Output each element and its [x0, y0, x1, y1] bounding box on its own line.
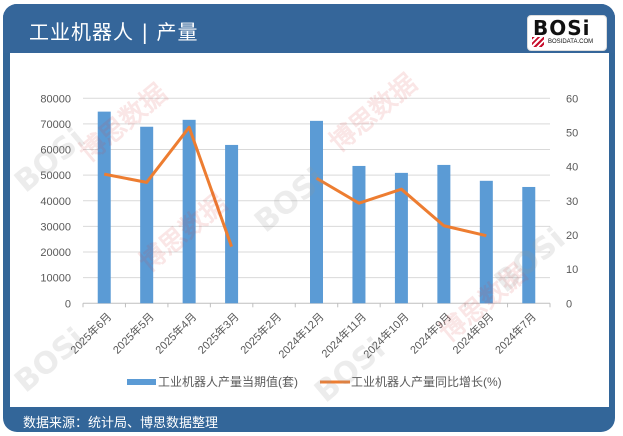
x-axis-label: 2025年6月 [67, 310, 114, 357]
bar [437, 164, 451, 304]
bosi-logo: BOSi BOSIDATA.COM [527, 15, 607, 51]
bar [225, 144, 239, 304]
growth-line [103, 125, 234, 248]
combo-chart: 0 10000 20000 30000 40000 50000 60000 70000 8000… [40, 93, 578, 389]
right-axis-tick: 40 [566, 162, 578, 174]
left-axis-tick: 10000 [40, 273, 71, 285]
data-source: 数据来源：统计局、博思数据整理 [23, 416, 219, 431]
legend-bar-swatch [127, 379, 156, 385]
chart-body: 0 10000 20000 30000 40000 50000 60000 70000 8000… [8, 53, 609, 410]
bar [182, 119, 196, 304]
left-axis-tick: 60000 [40, 145, 71, 157]
legend-bar-label: 工业机器人产量当期值(套) [158, 374, 298, 389]
left-axis-tick: 20000 [40, 247, 71, 259]
left-axis-tick: 50000 [40, 170, 71, 182]
footer-bar: 数据来源：统计局、博思数据整理 [3, 407, 615, 432]
left-axis-tick: 0 [65, 298, 71, 310]
x-axis-label: 2024年12月 [275, 310, 326, 361]
bar [479, 180, 493, 304]
bar [310, 120, 323, 304]
right-axis-tick: 0 [566, 298, 572, 310]
logo-text: BOSi [533, 16, 591, 40]
page-title: 工业机器人 | 产量 [29, 20, 199, 44]
left-axis-tick: 30000 [40, 221, 71, 233]
x-axis-label: 2024年8月 [449, 310, 496, 357]
left-axis-tick: 40000 [40, 196, 71, 208]
legend-line-label: 工业机器人产量同比增长(%) [351, 375, 502, 389]
chart-card: 工业机器人 | 产量 BOSi BOSIDATA.COM 0 10000 20000… [3, 4, 615, 432]
header-bar: 工业机器人 | 产量 BOSi BOSIDATA.COM [3, 4, 615, 53]
x-axis-label: 2024年10月 [360, 310, 411, 361]
bar [97, 111, 111, 304]
x-axis-label: 2024年7月 [492, 310, 539, 357]
left-axis-tick: 70000 [40, 119, 71, 131]
left-axis-tick: 80000 [40, 93, 71, 105]
bar [140, 126, 154, 304]
right-axis-tick: 60 [566, 93, 578, 105]
x-axis-label: 2025年5月 [110, 310, 157, 357]
right-axis-tick: 50 [566, 127, 578, 139]
logo-subtext: BOSIDATA.COM [548, 39, 594, 45]
growth-line [315, 176, 487, 238]
x-axis-label: 2025年3月 [195, 310, 242, 357]
right-axis-tick: 10 [566, 264, 578, 276]
x-axis-label: 2025年4月 [152, 310, 199, 357]
logo-stripe-icon [532, 37, 544, 47]
bar [352, 165, 366, 304]
x-axis-label: 2025年2月 [237, 310, 284, 357]
bar [522, 186, 536, 304]
right-axis-tick: 20 [566, 230, 578, 242]
x-axis-label: 2024年9月 [407, 310, 454, 357]
bar [394, 172, 408, 304]
right-axis-tick: 30 [566, 196, 578, 208]
